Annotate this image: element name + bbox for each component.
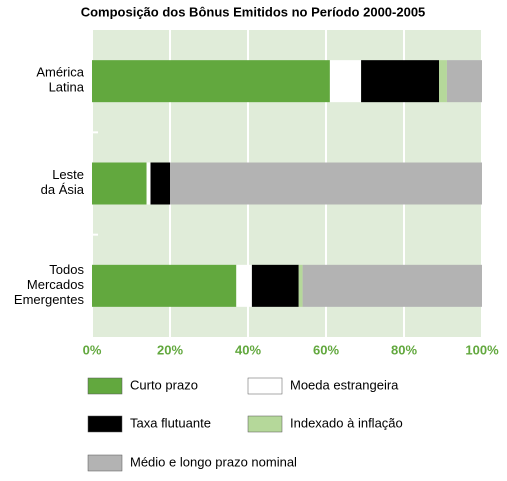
chart-title: Composição dos Bônus Emitidos no Período… [81,4,426,19]
y-tick-label-line: Leste [52,167,84,182]
legend-swatch [247,415,283,433]
legend-swatch [87,454,123,472]
x-tick-label: 100% [465,342,499,357]
bar-segment [170,162,482,205]
bar-segment [361,60,440,103]
legend-swatch [87,377,123,395]
y-tick-label: Todos Mercados Emergentes [14,262,85,307]
bar-segment [439,60,447,103]
bar-segment [92,162,147,205]
y-tick-label-line: Latina [49,80,85,95]
bar-segment [92,264,237,307]
x-tick-label: 40% [235,342,261,357]
bar-segment [302,264,482,307]
x-tick-label: 80% [391,342,417,357]
y-tick-label: Leste da Ásia [41,167,85,197]
legend-label: Médio e longo prazo nominal [130,454,297,469]
legend-label: Moeda estrangeira [290,377,399,392]
x-tick-label: 0% [83,342,102,357]
bar-segment [298,264,303,307]
y-tick-label-line: da Ásia [41,182,85,197]
bar-segment [329,60,362,103]
bar-segment [146,162,151,205]
legend-label: Curto prazo [130,377,198,392]
x-tick-label: 20% [157,342,183,357]
y-tick-label: América Latina [36,65,84,95]
y-tick-label-line: Mercados [27,277,85,292]
legend-swatch [247,377,283,395]
bar-segment [446,60,482,103]
y-tick-label-line: Emergentes [14,292,85,307]
legend-label: Taxa flutuante [130,415,211,430]
bar-segment [251,264,299,307]
bar-segment [236,264,252,307]
bar-segment [150,162,170,205]
legend-swatch [87,415,123,433]
y-tick-label-line: Todos [49,262,84,277]
y-tick-label-line: América [36,65,84,80]
x-tick-label: 60% [313,342,339,357]
legend-label: Indexado à inflação [290,415,403,430]
bar-segment [92,60,330,103]
